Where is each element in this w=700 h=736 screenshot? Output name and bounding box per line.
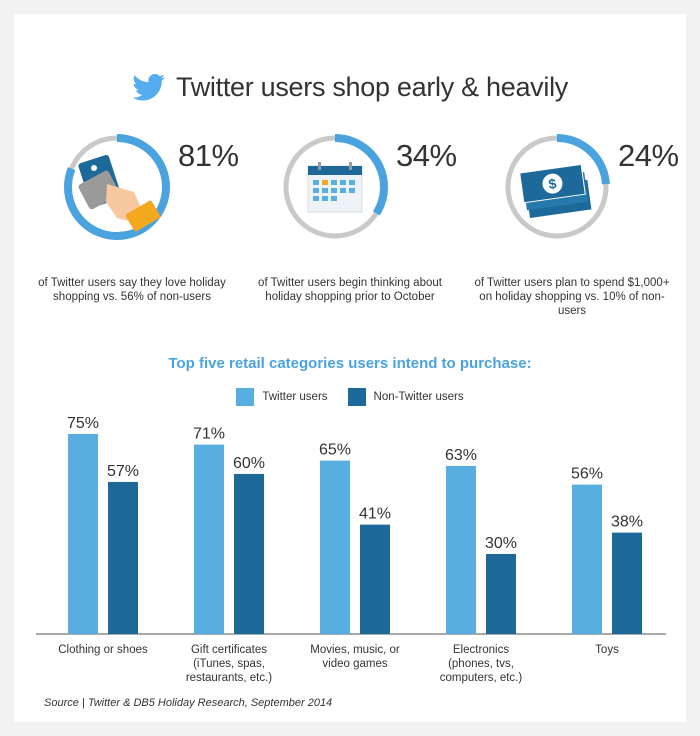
stat-value: 34% [396,138,457,173]
stat-value: 24% [618,138,679,173]
category-label: Clothing or shoes [58,644,148,656]
chart-title: Top five retail categories users intend … [168,355,532,372]
category-label: Toys [595,644,619,656]
category-label: (iTunes, spas, [193,658,265,670]
bar-value-label: 38% [611,514,643,531]
bar-value-label: 75% [67,415,99,432]
infographic-card: Twitter users shop early & heavily 81% o… [14,14,686,722]
stat-description: of Twitter users begin thinking about ho… [258,277,442,303]
bar-value-label: 56% [571,466,603,483]
calendar-icon [307,162,363,213]
bar [320,460,350,634]
bar [446,465,476,634]
stat-early-thinking: 34% of Twitter users begin thinking abou… [250,132,460,332]
legend-item-non-twitter: Non-Twitter users [347,388,464,406]
bar [234,473,264,634]
bar-value-label: 41% [359,506,391,523]
bar-value-label: 71% [193,426,225,443]
legend-label: Non-Twitter users [373,391,464,403]
page-title: Twitter users shop early & heavily [176,72,568,102]
stat-love-shopping: 81% of Twitter users say they love holid… [32,132,242,332]
progress-ring [64,134,170,240]
legend-item-twitter: Twitter users [236,388,328,406]
bar [194,444,224,634]
category-label: restaurants, etc.) [186,672,272,684]
chart-legend: Twitter users Non-Twitter users [14,388,686,406]
money-stack-icon: $ [519,163,592,219]
bar [68,433,98,634]
bar [360,524,390,634]
category-label: (phones, tvs, [448,658,514,670]
svg-text:$: $ [548,175,558,192]
stat-description: of Twitter users plan to spend $1,000+ o… [474,277,670,317]
category-label: Gift certificates [191,644,267,656]
category-label: video games [322,658,387,670]
twitter-bird-icon [132,73,166,100]
credit-card-hand-icon [78,154,161,232]
bar [108,481,138,634]
legend-swatch [236,388,255,406]
source-note: Source | Twitter & DB5 Holiday Research,… [44,697,333,709]
bar-chart: 75% 57% Clothing or shoes 71% 60% Gift certif… [36,415,666,684]
bar-value-label: 30% [485,535,517,552]
bar-value-label: 60% [233,455,265,472]
category-label: Movies, music, or [310,644,400,656]
progress-ring: $ [504,134,610,240]
bar [486,553,516,634]
bar-value-label: 63% [445,447,477,464]
legend-swatch [347,388,366,406]
stat-spend-1000: $ 24% of Twitter users plan to spend $1,… [472,132,682,332]
bar [572,484,602,634]
stat-description: of Twitter users say they love holiday s… [38,277,226,303]
legend-label: Twitter users [262,391,328,403]
category-label: computers, etc.) [440,672,523,684]
bar-value-label: 57% [107,463,139,480]
bar [612,532,642,634]
header: Twitter users shop early & heavily [14,72,686,103]
stat-value: 81% [178,138,239,173]
bar-value-label: 65% [319,442,351,459]
progress-ring [282,134,388,240]
category-label: Electronics [453,644,509,656]
